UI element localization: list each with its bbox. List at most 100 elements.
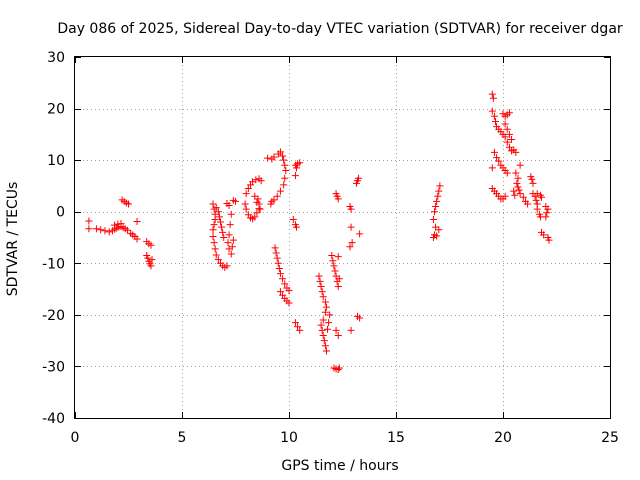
data-point [501, 120, 509, 128]
tick-labels: 0 5 10 15 20 25 -40 -30 -20 -10 0 10 20 30 [42, 50, 619, 446]
data-point [229, 236, 237, 244]
data-point [433, 197, 441, 205]
data-point [347, 223, 355, 231]
data-point [291, 319, 299, 327]
data-point [218, 223, 226, 231]
data-point [220, 234, 228, 241]
data-point [488, 107, 496, 115]
data-point [322, 303, 330, 311]
data-point [545, 236, 553, 244]
data-point [505, 143, 513, 151]
data-point [105, 228, 113, 236]
data-point [123, 226, 131, 234]
data-point [125, 200, 132, 208]
data-point [111, 221, 119, 229]
data-point [319, 293, 327, 301]
data-point [515, 186, 523, 194]
data-point [225, 231, 233, 239]
data-point [241, 200, 249, 208]
data-point [267, 200, 275, 208]
data-point [318, 326, 326, 334]
data-point [276, 288, 284, 296]
data-point [329, 257, 337, 265]
data-point [347, 205, 355, 213]
data-point [114, 220, 122, 228]
axis-ticks [75, 57, 611, 419]
data-point [291, 161, 299, 169]
data-point [320, 337, 328, 345]
grid-lines [75, 57, 610, 418]
x-tick-label: 15 [387, 430, 405, 446]
data-point [242, 190, 250, 198]
data-point [503, 138, 511, 146]
data-point [516, 190, 524, 198]
data-point [270, 153, 278, 161]
data-point [335, 364, 343, 372]
data-point [495, 157, 503, 165]
data-point [331, 267, 339, 275]
data-point [540, 231, 548, 239]
data-point [321, 298, 329, 306]
data-point [276, 187, 284, 195]
data-point [434, 192, 442, 200]
data-point [334, 195, 342, 203]
data-point [316, 277, 324, 285]
data-point [281, 174, 289, 182]
data-point [435, 226, 443, 234]
data-point [330, 262, 338, 270]
data-point [538, 193, 546, 201]
data-point [335, 275, 343, 283]
data-point [210, 221, 218, 229]
data-point [505, 109, 513, 117]
data-point [209, 232, 217, 240]
data-point [346, 243, 354, 251]
data-point [511, 191, 519, 199]
data-point [224, 239, 232, 247]
data-point [285, 287, 293, 295]
plot-frame [74, 56, 611, 419]
data-point [544, 205, 552, 213]
data-point [211, 215, 219, 223]
data-point [325, 319, 333, 327]
data-point [242, 205, 250, 213]
data-point [508, 136, 516, 144]
data-point [321, 308, 329, 316]
data-point [271, 244, 279, 252]
data-point [217, 218, 225, 226]
data-point [512, 148, 520, 156]
data-point [209, 200, 217, 208]
x-axis-label: GPS time / hours [281, 458, 398, 474]
data-point [133, 218, 141, 226]
data-point [512, 169, 520, 177]
data-point [282, 166, 290, 174]
data-point [435, 187, 443, 195]
data-point [324, 325, 332, 333]
data-point [516, 161, 524, 169]
data-point [253, 209, 261, 217]
data-point [356, 230, 364, 238]
data-point [488, 90, 496, 98]
data-point [543, 209, 551, 217]
data-point [433, 232, 441, 240]
data-point [264, 154, 272, 162]
data-point [85, 225, 93, 233]
data-point [501, 133, 509, 141]
data-point [490, 148, 498, 156]
data-point [332, 326, 340, 334]
data-point [503, 125, 511, 133]
data-point [514, 183, 522, 191]
data-point [276, 270, 284, 278]
data-point [117, 220, 125, 228]
data-point [317, 282, 325, 290]
data-point [148, 256, 156, 264]
data-point [289, 215, 297, 223]
data-point [334, 366, 342, 374]
data-point [285, 299, 293, 307]
data-point [225, 202, 233, 210]
data-point [252, 176, 260, 184]
data-point [281, 280, 289, 288]
data-point [533, 190, 541, 198]
data-point [347, 326, 355, 334]
data-point [488, 164, 496, 172]
